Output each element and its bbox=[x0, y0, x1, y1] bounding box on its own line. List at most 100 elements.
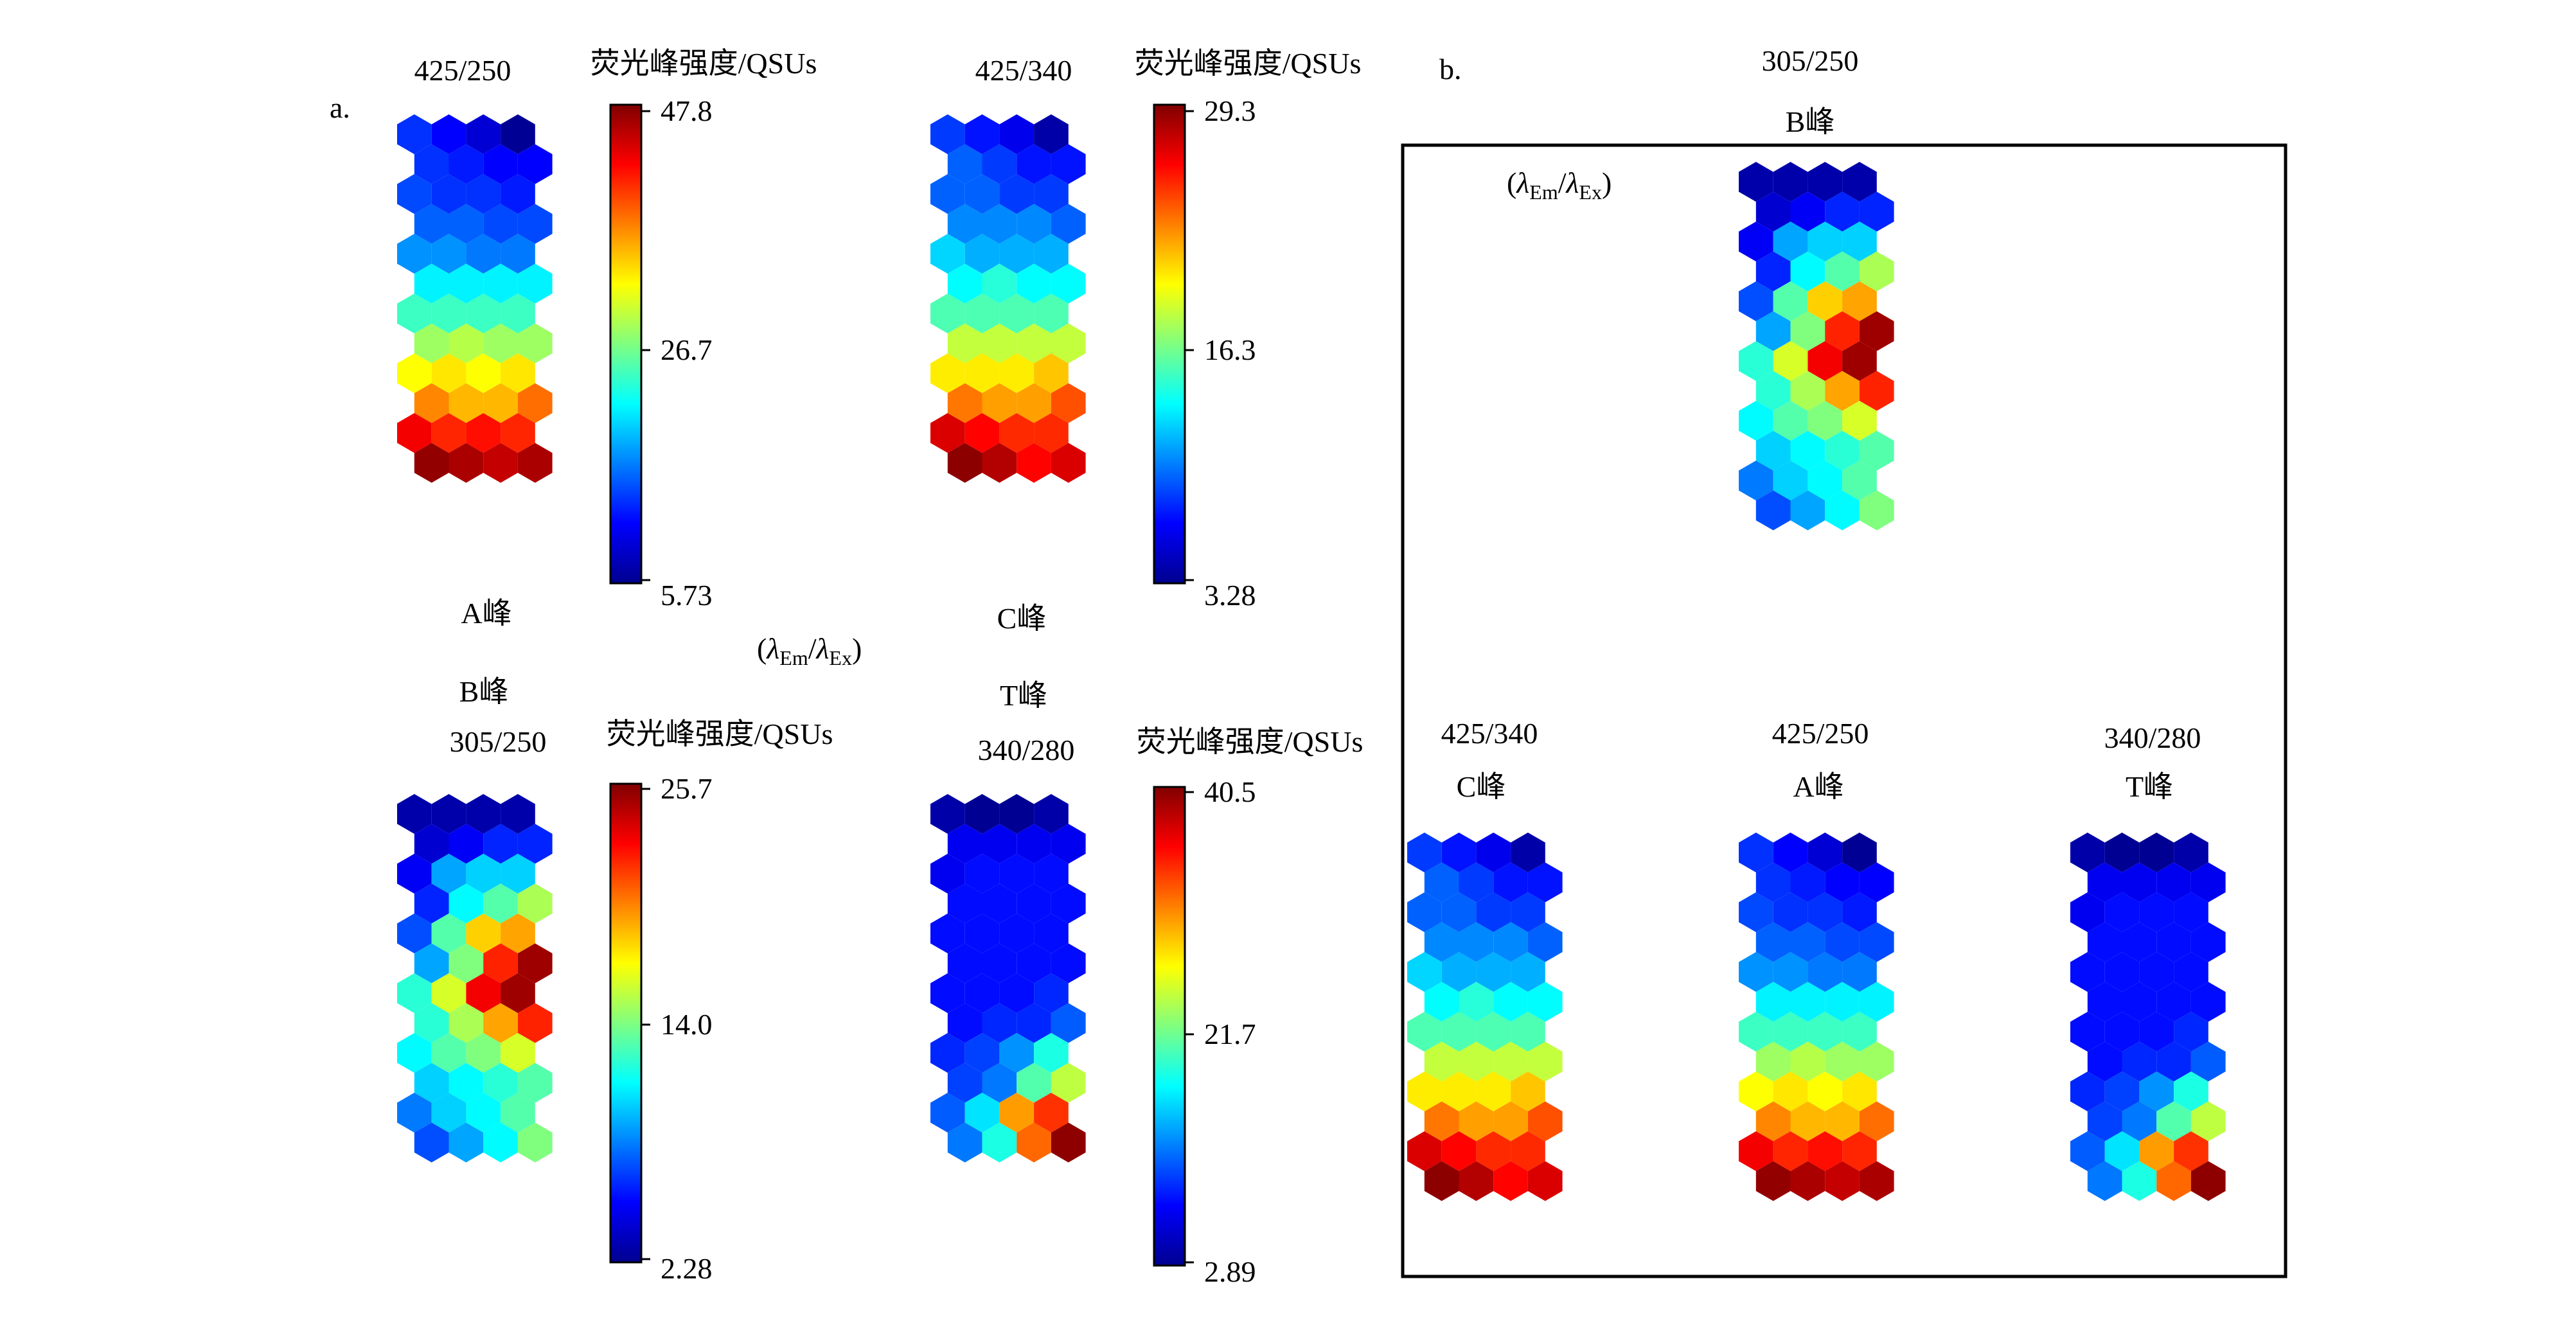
som-hex-cell bbox=[2087, 1041, 2122, 1082]
som-hex-cell bbox=[1017, 204, 1051, 244]
colorbar-b-tick-mid: 14.0 bbox=[661, 1008, 713, 1041]
som-hex-cell bbox=[1773, 222, 1808, 261]
panel-b-c-peak: C峰 bbox=[1457, 770, 1506, 803]
som-hex-cell bbox=[466, 1033, 501, 1073]
som-hex-cell bbox=[1773, 461, 1808, 500]
som-hex-cell bbox=[517, 1063, 553, 1103]
som-hex-cell bbox=[1511, 833, 1545, 872]
som-hex-cell bbox=[517, 263, 553, 304]
som-hex-cell bbox=[1511, 1131, 1545, 1171]
som-hex-cell bbox=[2174, 952, 2208, 992]
som-hex-cell bbox=[1739, 892, 1773, 932]
som-hex-cell bbox=[449, 1063, 484, 1103]
som-hex-cell bbox=[501, 234, 535, 274]
som-hex-cell bbox=[431, 914, 466, 953]
som-hex-cell bbox=[947, 1063, 982, 1103]
som-hex-cell bbox=[414, 1003, 449, 1043]
som-hex-cell bbox=[1441, 833, 1477, 872]
panel-a-label: a. bbox=[330, 91, 350, 124]
som-hex-cell bbox=[1790, 1041, 1825, 1082]
som-hex-cell bbox=[2190, 1101, 2226, 1142]
map-c-title: 425/340 bbox=[975, 54, 1072, 87]
som-hex-cell bbox=[1459, 1161, 1494, 1201]
som-hex-cell bbox=[1051, 383, 1086, 423]
som-hex-cell bbox=[1017, 263, 1051, 304]
colorbar-a bbox=[609, 103, 643, 585]
som-hex-cell bbox=[1859, 191, 1894, 232]
som-hex-cell bbox=[2122, 1041, 2157, 1082]
som-hex-cell bbox=[1034, 353, 1069, 393]
colorbar-b bbox=[609, 782, 643, 1264]
som-hex-cell bbox=[930, 294, 965, 333]
som-hex-cell bbox=[2139, 892, 2174, 932]
som-hex-cell bbox=[2122, 922, 2157, 962]
som-hex-cell bbox=[431, 413, 466, 453]
panel-b-t-peak: T峰 bbox=[2126, 770, 2173, 803]
colorbar-a-title: 荧光峰强度/QSUs bbox=[591, 47, 817, 80]
som-hex-cell bbox=[397, 1033, 432, 1073]
som-hex-cell bbox=[1527, 982, 1563, 1022]
som-hex-cell bbox=[517, 144, 553, 184]
som-hex-cell bbox=[1051, 204, 1086, 244]
som-hex-cell bbox=[501, 353, 535, 393]
panel-b-b-title: 305/250 bbox=[1762, 44, 1859, 77]
som-hex-cell bbox=[1739, 1012, 1773, 1052]
som-hex-cell bbox=[397, 914, 432, 953]
som-hex-cell bbox=[947, 1003, 982, 1043]
som-hex-cell bbox=[2104, 952, 2140, 992]
som-hex-cell bbox=[1755, 1101, 1791, 1142]
som-hex-cell bbox=[930, 973, 965, 1013]
som-hex-cell bbox=[1051, 824, 1086, 864]
panel-b-a-peak: A峰 bbox=[1793, 770, 1843, 803]
som-hex-cell bbox=[1773, 341, 1808, 381]
colorbar-c-ticks: 29.3 16.3 3.28 bbox=[1185, 94, 1256, 612]
som-hex-cell bbox=[1859, 490, 1894, 531]
som-hex-cell bbox=[397, 413, 432, 453]
som-hex-cell bbox=[1407, 1072, 1442, 1111]
som-hex-cell bbox=[1034, 1093, 1069, 1133]
som-hex-cell bbox=[947, 263, 982, 304]
som-hex-cell bbox=[1842, 1072, 1877, 1111]
som-hex-cell bbox=[1017, 144, 1051, 184]
som-hex-cell bbox=[2174, 833, 2208, 872]
som-hex-cell bbox=[397, 353, 432, 393]
colorbar-c-title: 荧光峰强度/QSUs bbox=[1135, 47, 1362, 80]
axis-label-lambda-b: (λEm/λEx) bbox=[1507, 166, 1612, 204]
colorbar-b-tick-min: 2.28 bbox=[661, 1252, 713, 1285]
som-hex-cell bbox=[1859, 371, 1894, 411]
som-hex-cell bbox=[483, 263, 518, 304]
som-hex-cell bbox=[964, 234, 1000, 274]
som-hex-cell bbox=[2156, 1161, 2191, 1201]
som-hex-cell bbox=[1859, 862, 1894, 903]
som-hex-cell bbox=[999, 1093, 1035, 1133]
som-hex-cell bbox=[982, 144, 1017, 184]
som-hex-cell bbox=[1034, 234, 1069, 274]
som-hex-cell bbox=[2174, 1131, 2208, 1171]
som-hex-cell bbox=[431, 234, 466, 274]
som-hex-cell bbox=[517, 204, 553, 244]
som-hex-cell bbox=[483, 1003, 518, 1043]
som-hex-cell bbox=[1755, 490, 1791, 531]
som-hex-cell bbox=[501, 914, 535, 953]
som-hex-cell bbox=[397, 114, 432, 154]
som-hex-cell bbox=[2122, 982, 2157, 1022]
som-hex-cell bbox=[1842, 1131, 1877, 1171]
som-hex-cell bbox=[449, 883, 484, 924]
som-hex-cell bbox=[414, 824, 449, 864]
colorbar-a-tick-mid: 26.7 bbox=[661, 333, 713, 366]
som-hex-cell bbox=[1424, 1161, 1459, 1201]
som-hex-cell bbox=[930, 234, 965, 274]
som-hex-cell bbox=[1493, 922, 1528, 962]
som-hex-cell bbox=[1051, 263, 1086, 304]
som-hex-cell bbox=[1859, 922, 1894, 962]
som-hex-cell bbox=[501, 1093, 535, 1133]
som-hex-cell bbox=[930, 413, 965, 453]
som-hex-cell bbox=[999, 294, 1035, 333]
som-hex-cell bbox=[1825, 430, 1860, 471]
som-hex-cell bbox=[449, 1003, 484, 1043]
som-hex-cell bbox=[1017, 824, 1051, 864]
som-hex-cell bbox=[1790, 982, 1825, 1022]
som-hex-cell bbox=[1808, 162, 1843, 202]
som-hex-cell bbox=[2174, 892, 2208, 932]
